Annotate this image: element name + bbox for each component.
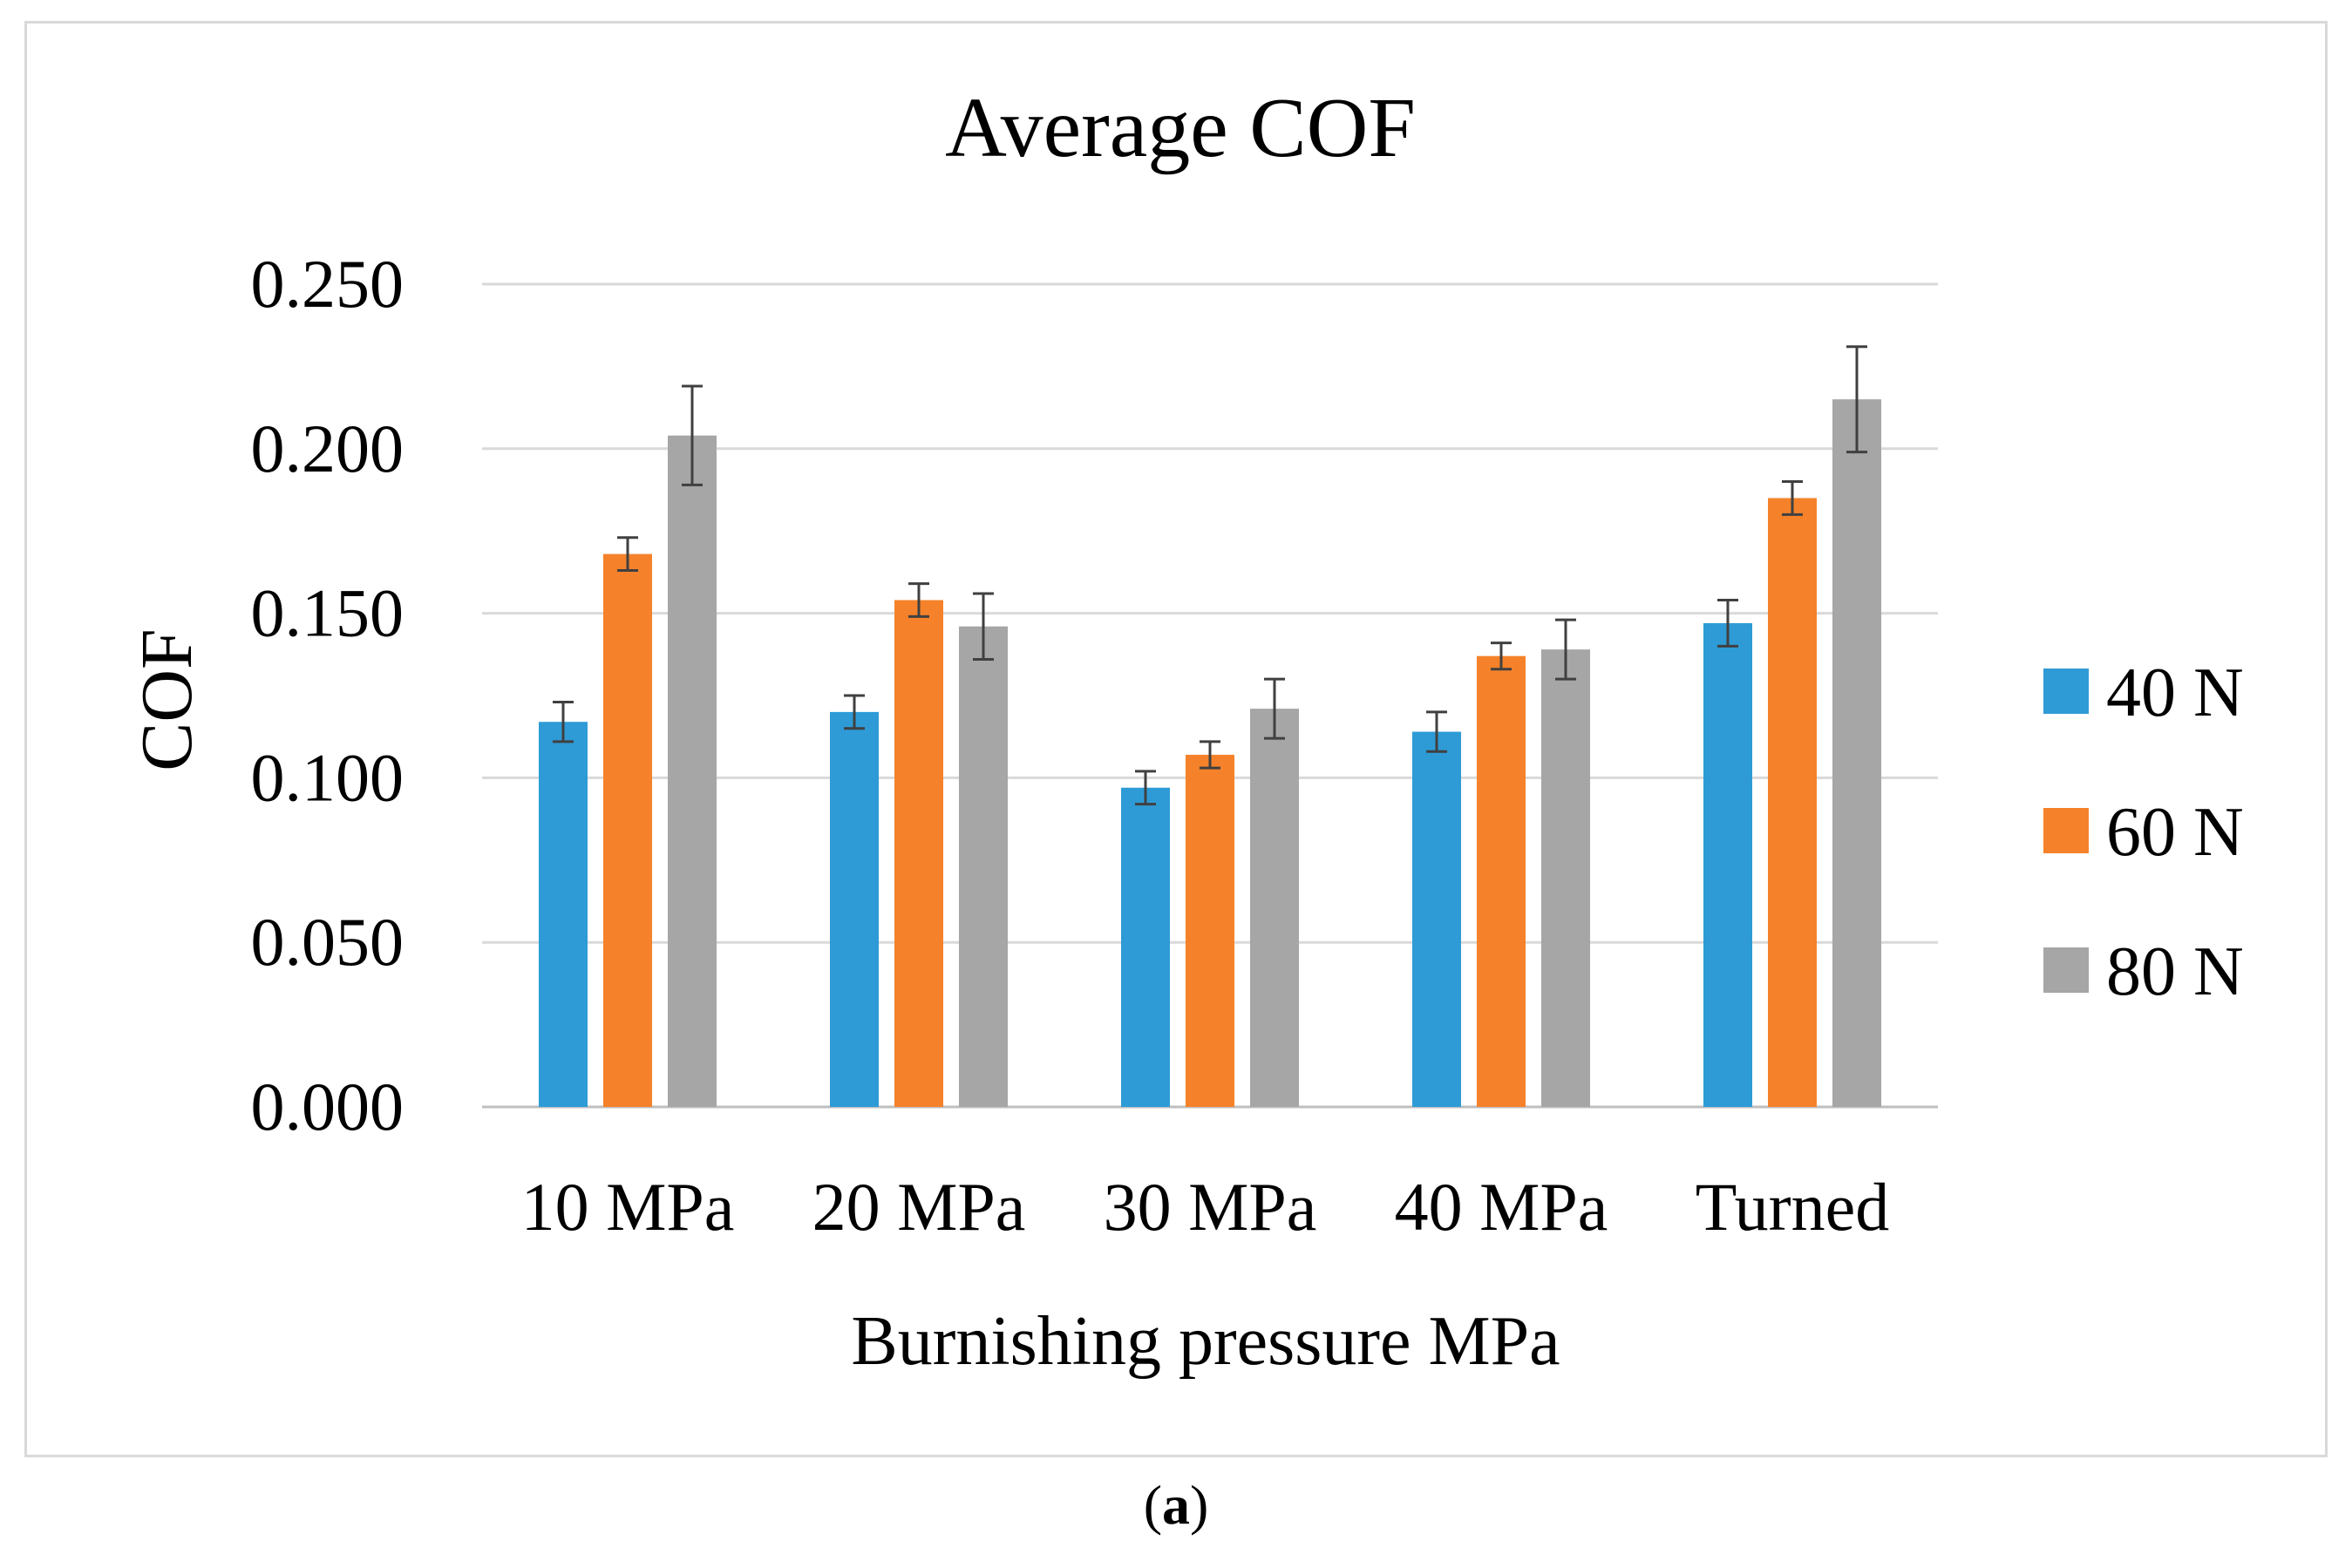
legend-swatch (2043, 947, 2089, 993)
bar (1121, 787, 1170, 1107)
bars (539, 399, 1881, 1107)
y-tick-label: 0.200 (251, 411, 404, 486)
x-tick-label: 30 MPa (1104, 1169, 1317, 1245)
caption-close: ) (1190, 1474, 1209, 1536)
bar (1412, 731, 1461, 1107)
bar-chart: Average COF 0.000 0.050 0.100 0.150 0.200 0.2… (126, 81, 2244, 1380)
y-axis-label: COF (126, 628, 207, 770)
legend-label: 80 N (2106, 933, 2244, 1010)
caption-open: ( (1143, 1474, 1162, 1536)
bar (830, 711, 879, 1107)
y-tick-label: 0.250 (251, 246, 404, 322)
x-tick-label: 40 MPa (1395, 1169, 1608, 1245)
bar (959, 626, 1008, 1107)
x-axis-label: Burnishing pressure MPa (851, 1303, 1560, 1380)
bar (603, 553, 652, 1107)
y-tick-label: 0.150 (251, 575, 404, 651)
chart-frame: Average COF 0.000 0.050 0.100 0.150 0.200 0.2… (24, 21, 2328, 1457)
legend-swatch (2043, 808, 2089, 853)
bar (1768, 498, 1817, 1107)
bar (1186, 754, 1234, 1107)
x-tick-label: 20 MPa (812, 1169, 1026, 1245)
legend-label: 40 N (2106, 655, 2244, 731)
bar (1477, 655, 1526, 1107)
legend-swatch (2043, 669, 2089, 714)
bar (1832, 399, 1881, 1107)
legend: 40 N 60 N 80 N (2043, 655, 2244, 1010)
bar (1703, 622, 1752, 1107)
caption-label: a (1162, 1474, 1190, 1536)
bar (1541, 649, 1590, 1107)
y-tick-label: 0.000 (251, 1069, 404, 1144)
bar (668, 435, 717, 1107)
y-tick-label: 0.050 (251, 904, 404, 980)
legend-label: 60 N (2106, 794, 2244, 871)
figure-caption: (a) (0, 1473, 2352, 1537)
y-axis-tick-labels: 0.000 0.050 0.100 0.150 0.200 0.250 (251, 246, 404, 1144)
x-tick-label: 10 MPa (521, 1169, 735, 1245)
bar (539, 722, 588, 1107)
y-tick-label: 0.100 (251, 739, 404, 815)
chart-title: Average COF (945, 81, 1416, 175)
x-axis-tick-labels: 10 MPa 20 MPa 30 MPa 40 MPa Turned (521, 1169, 1890, 1245)
bar (1250, 709, 1299, 1107)
bar (894, 600, 943, 1107)
error-bars (553, 345, 1867, 806)
x-tick-label: Turned (1696, 1169, 1890, 1245)
